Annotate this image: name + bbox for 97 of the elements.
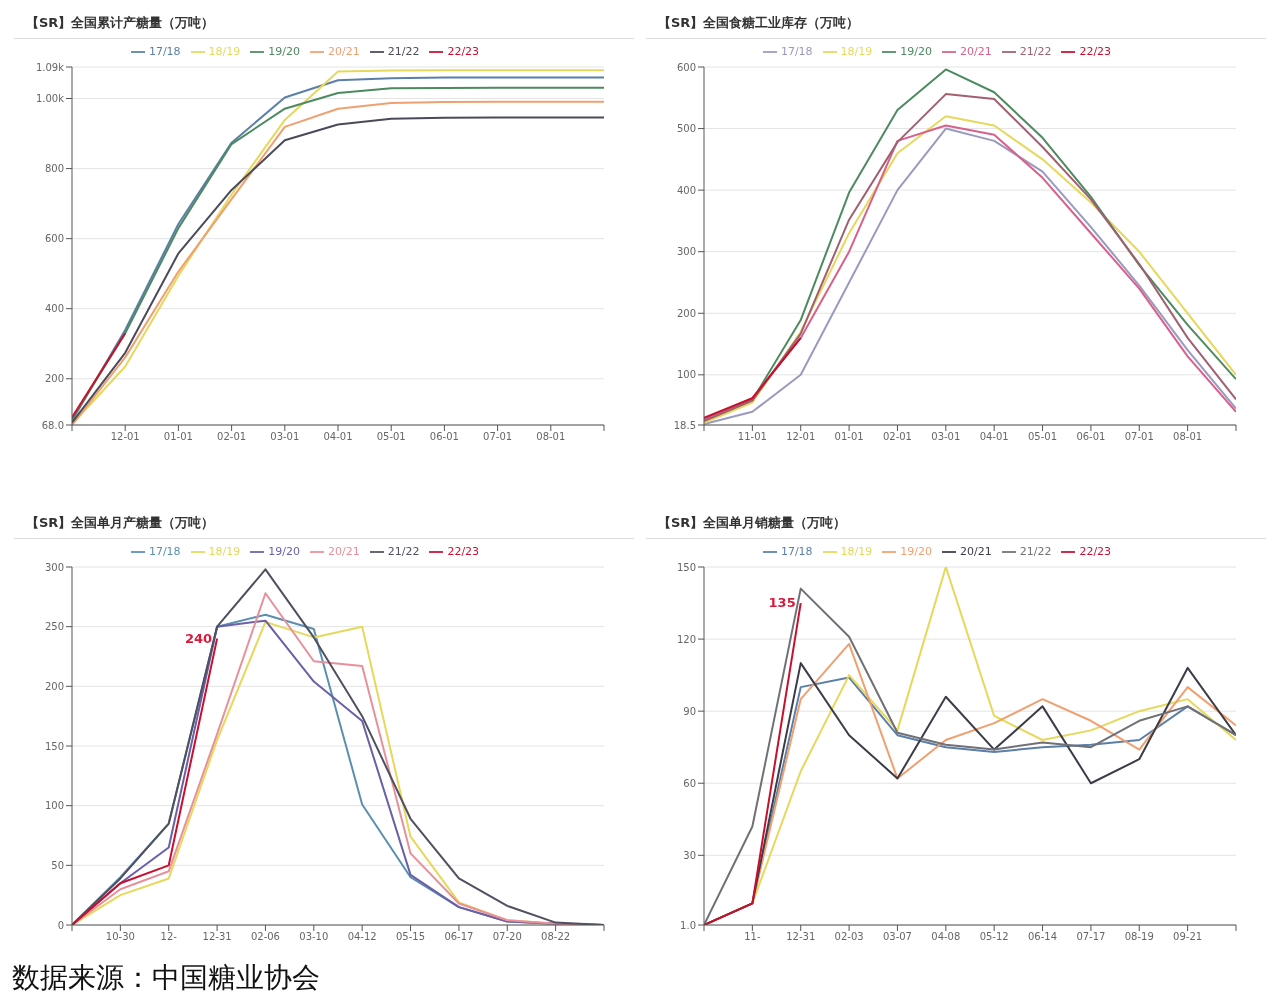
x-tick-label: 06-14 (1028, 931, 1058, 943)
y-tick-label: 100 (676, 369, 696, 381)
x-tick-label: 06-01 (1076, 431, 1106, 443)
x-tick-label: 10-30 (105, 931, 135, 943)
y-tick-label: 50 (51, 859, 64, 871)
x-tick-label: 01-01 (834, 431, 864, 443)
y-tick-label: 300 (676, 246, 696, 258)
y-tick-label: 60 (683, 777, 696, 789)
x-tick-label: 12-31 (786, 931, 816, 943)
x-tick-label: 05-01 (1028, 431, 1058, 443)
annotation: 240 (184, 630, 213, 646)
legend-label: 21/22 (1019, 45, 1052, 58)
legend-label: 17/18 (148, 45, 181, 58)
y-tick-label: 90 (683, 705, 696, 717)
legend-label: 21/22 (387, 545, 420, 558)
x-tick-label: 11- (744, 931, 761, 943)
x-tick-label: 08-22 (541, 931, 571, 943)
chart-title: 【SR】全国单月销糖量（万吨） (646, 508, 1266, 539)
x-tick-label: 04-01 (323, 431, 353, 443)
x-tick-label: 07-01 (1124, 431, 1154, 443)
y-tick-label: 600 (44, 233, 64, 245)
y-tick-label: 600 (676, 61, 696, 73)
x-tick-label: 04-08 (931, 931, 961, 943)
x-tick-label: 12-01 (110, 431, 140, 443)
x-tick-label: 08-19 (1124, 931, 1154, 943)
y-tick-label: 1.0 (680, 919, 696, 931)
x-tick-label: 06-17 (444, 931, 474, 943)
x-tick-label: 02-01 (217, 431, 247, 443)
annotation: 135 (768, 595, 796, 611)
legend-label: 21/22 (387, 45, 420, 58)
x-tick-label: 05-01 (376, 431, 406, 443)
y-tick-label: 30 (683, 849, 696, 861)
y-tick-label: 68.0 (41, 419, 64, 431)
x-tick-label: 07-17 (1076, 931, 1106, 943)
chart-title: 【SR】全国单月产糖量（万吨） (14, 508, 634, 539)
x-tick-label: 12-31 (202, 931, 232, 943)
x-tick-label: 05-12 (979, 931, 1009, 943)
x-tick-label: 04-12 (347, 931, 377, 943)
y-tick-label: 1.00k (35, 93, 65, 105)
legend-label: 19/20 (900, 545, 932, 558)
legend-label: 18/19 (208, 545, 241, 558)
y-tick-label: 150 (676, 561, 696, 573)
x-tick-label: 02-03 (834, 931, 864, 943)
x-tick-label: 03-01 (931, 431, 961, 443)
legend-label: 19/20 (268, 545, 300, 558)
x-tick-label: 08-01 (536, 431, 566, 443)
y-tick-label: 150 (44, 740, 64, 752)
y-tick-label: 18.5 (673, 419, 696, 431)
legend-label: 21/22 (1019, 545, 1052, 558)
x-tick-label: 03-10 (299, 931, 329, 943)
x-tick-label: 05-15 (396, 931, 426, 943)
x-tick-label: 02-01 (882, 431, 912, 443)
legend-label: 19/20 (268, 45, 300, 58)
y-tick-label: 200 (676, 307, 696, 319)
legend-label: 20/21 (960, 45, 992, 58)
legend-label: 19/20 (900, 45, 932, 58)
x-tick-label: 11-01 (737, 431, 767, 443)
legend-label: 22/23 (1079, 45, 1112, 58)
y-tick-label: 200 (44, 680, 64, 692)
x-tick-label: 03-01 (270, 431, 300, 443)
legend-label: 20/21 (328, 545, 360, 558)
x-tick-label: 01-01 (163, 431, 193, 443)
x-tick-label: 03-07 (882, 931, 912, 943)
x-tick-label: 08-01 (1173, 431, 1203, 443)
legend-label: 22/23 (1079, 545, 1112, 558)
y-tick-label: 300 (44, 561, 64, 573)
x-tick-label: 06-01 (429, 431, 459, 443)
legend-label: 20/21 (960, 545, 992, 558)
x-tick-label: 09-21 (1173, 931, 1203, 943)
legend-label: 18/19 (840, 45, 873, 58)
legend-label: 18/19 (840, 545, 873, 558)
y-tick-label: 250 (44, 621, 64, 633)
x-tick-label: 12-01 (786, 431, 816, 443)
legend-label: 17/18 (780, 545, 813, 558)
y-tick-label: 500 (676, 123, 696, 135)
legend-label: 22/23 (447, 45, 480, 58)
x-tick-label: 02-06 (250, 931, 280, 943)
y-tick-label: 0 (57, 919, 64, 931)
x-tick-label: 07-01 (483, 431, 513, 443)
legend-label: 17/18 (780, 45, 813, 58)
y-tick-label: 1.09k (35, 61, 65, 73)
legend-label: 20/21 (328, 45, 360, 58)
chart-title: 【SR】全国食糖工业库存（万吨） (646, 8, 1266, 39)
y-tick-label: 200 (44, 373, 64, 385)
y-tick-label: 120 (676, 633, 696, 645)
x-tick-label: 12- (160, 931, 178, 943)
y-tick-label: 800 (44, 163, 64, 175)
y-tick-label: 100 (44, 800, 64, 812)
source-note: 数据来源：中国糖业协会 (11, 960, 321, 996)
y-tick-label: 400 (676, 184, 696, 196)
chart-title: 【SR】全国累计产糖量（万吨） (14, 8, 634, 39)
x-tick-label: 04-01 (979, 431, 1009, 443)
y-tick-label: 400 (44, 303, 64, 315)
legend-label: 17/18 (148, 545, 181, 558)
legend-label: 22/23 (447, 545, 480, 558)
x-tick-label: 07-20 (492, 931, 522, 943)
legend-label: 18/19 (208, 45, 241, 58)
